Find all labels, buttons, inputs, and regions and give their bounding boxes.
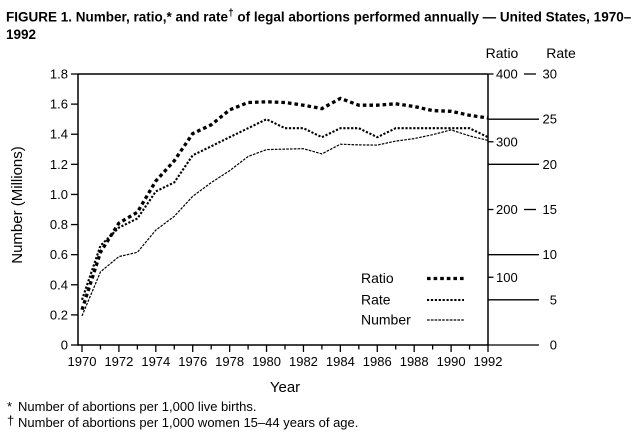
x-tick-label: 1980 xyxy=(252,354,281,369)
x-tick-label: 1992 xyxy=(474,354,503,369)
x-tick-label: 1976 xyxy=(178,354,207,369)
asterisk-marker: * xyxy=(7,399,13,414)
y-left-tick-label: 1.2 xyxy=(50,157,68,172)
y-left-tick-label: 0.4 xyxy=(50,277,68,292)
rate-tick-label: 25 xyxy=(543,112,557,127)
ratio-axis-header: Ratio xyxy=(486,45,519,61)
x-tick-label: 1982 xyxy=(289,354,318,369)
legend-label-rate: Rate xyxy=(361,292,391,308)
rate-tick-label: 15 xyxy=(543,202,557,217)
x-tick-label: 1978 xyxy=(215,354,244,369)
ratio-tick-label: 300 xyxy=(496,134,518,149)
rate-tick-label: 0 xyxy=(550,338,557,353)
rate-tick-label: 20 xyxy=(543,157,557,172)
y-left-tick-label: 0.2 xyxy=(50,307,68,322)
figure-title-text: FIGURE 1. Number, ratio,* and rate xyxy=(6,9,229,25)
legend-label-number: Number xyxy=(361,312,411,328)
y-left-tick-label: 0.8 xyxy=(50,217,68,232)
dagger-symbol: † xyxy=(228,8,234,19)
x-tick-label: 1970 xyxy=(68,354,97,369)
y-left-tick-label: 0.6 xyxy=(50,247,68,262)
rate-curve xyxy=(81,118,489,301)
x-tick-label: 1984 xyxy=(326,354,355,369)
y-left-axis-title: Number (Millions) xyxy=(9,146,26,264)
y-left-tick-label: 1.0 xyxy=(50,187,68,202)
rate-tick-label: 10 xyxy=(543,247,557,262)
figure-title-text-2: of legal abortions performed annually — … xyxy=(6,9,632,43)
footnote-dagger-text: Number of abortions per 1,000 women 15–4… xyxy=(18,415,359,430)
number-curve xyxy=(81,129,489,317)
rate-axis-header: Rate xyxy=(546,45,576,61)
x-tick-label: 1988 xyxy=(400,354,429,369)
footnotes: * Number of abortions per 1,000 live birt… xyxy=(7,399,358,431)
x-tick-label: 1990 xyxy=(437,354,466,369)
ratio-curve xyxy=(80,96,489,311)
legend-label-ratio: Ratio xyxy=(361,270,394,286)
footnote-asterisk: * Number of abortions per 1,000 live birt… xyxy=(7,399,358,415)
x-tick-label: 1974 xyxy=(141,354,170,369)
footnote-asterisk-text: Number of abortions per 1,000 live birth… xyxy=(18,399,257,414)
dagger-marker: † xyxy=(7,413,15,428)
y-left-tick-label: 1.8 xyxy=(50,67,68,82)
y-left-tick-label: 1.4 xyxy=(50,127,68,142)
y-left-tick-label: 0 xyxy=(61,338,68,353)
footnote-dagger: † Number of abortions per 1,000 women 15–… xyxy=(7,413,359,431)
figure-title: FIGURE 1. Number, ratio,* and rate† of l… xyxy=(6,5,633,44)
ratio-tick-label: 100 xyxy=(496,270,518,285)
rate-tick-label: 5 xyxy=(550,292,557,307)
ratio-tick-label: 200 xyxy=(496,202,518,217)
y-left-tick-label: 1.6 xyxy=(50,97,68,112)
x-tick-label: 1972 xyxy=(104,354,133,369)
x-tick-label: 1986 xyxy=(363,354,392,369)
ratio-tick-label: 400 xyxy=(496,67,518,82)
x-axis-title: Year xyxy=(270,379,300,396)
rate-tick-label: 30 xyxy=(543,67,557,82)
